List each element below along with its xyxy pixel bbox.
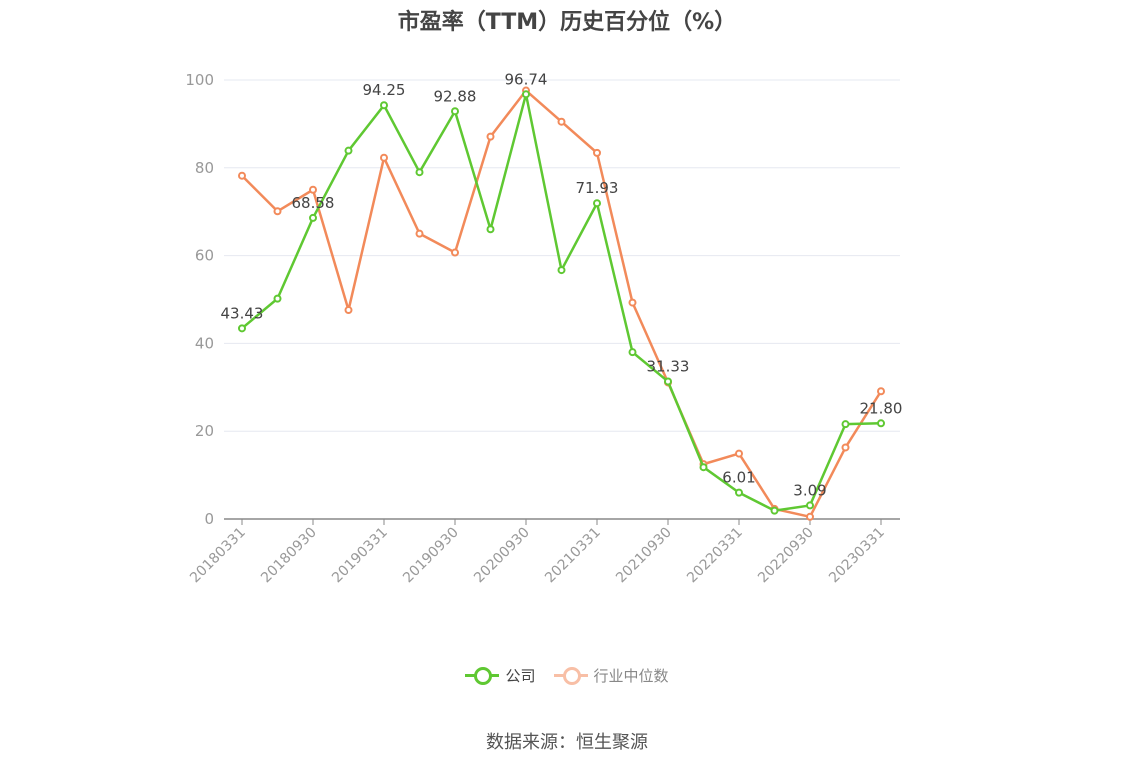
legend-industry-label: 行业中位数 <box>593 666 669 685</box>
data-labels: 43.43 68.58 94.25 92.88 96.74 71.93 31.33 6.01 3… <box>221 70 903 499</box>
grid-lines <box>224 79 900 432</box>
data-point-industry-median-20180930 <box>309 185 317 194</box>
data-point-company-20220630 <box>770 506 779 515</box>
source-note: 数据来源：恒生聚源 <box>486 732 648 753</box>
data-point-company-20210630 <box>628 348 637 357</box>
data-label-20220331: 6.01 <box>722 469 755 487</box>
data-point-company-20180331 <box>238 324 246 333</box>
data-point-industry-median-20210630 <box>628 298 637 307</box>
legend-item-company[interactable]: 公司 <box>465 664 536 686</box>
data-point-company-20200930 <box>522 90 530 99</box>
data-point-industry-median-20190331 <box>380 153 388 162</box>
y-axis-tick-labels: 0 20 40 60 80 100 <box>185 71 214 528</box>
legend-industry-marker-icon <box>553 664 588 686</box>
data-point-company-20190331 <box>380 101 388 110</box>
data-label-20210331: 71.93 <box>576 179 619 197</box>
data-point-company-20190630 <box>415 168 424 177</box>
y-tick-label-100: 100 <box>185 71 214 89</box>
data-point-industry-median-20201231 <box>557 117 566 126</box>
x-tick-label-20200930: 20200930 <box>471 525 533 587</box>
x-tick-label-20220930: 20220930 <box>755 525 817 587</box>
x-tick-label-20230331: 20230331 <box>826 525 888 587</box>
data-label-20220930: 3.09 <box>793 481 826 499</box>
series-line-company <box>241 93 882 512</box>
data-point-company-20181231 <box>344 146 353 155</box>
y-tick-label-60: 60 <box>195 247 214 265</box>
y-tick-label-20: 20 <box>195 422 214 440</box>
data-label-20190331: 94.25 <box>363 81 406 99</box>
x-tick-label-20180930: 20180930 <box>258 525 320 587</box>
y-tick-label-0: 0 <box>204 510 214 528</box>
data-point-company-20180930 <box>309 213 317 222</box>
legend-company-marker-icon <box>465 664 500 686</box>
data-point-company-20210331 <box>593 199 601 208</box>
data-point-company-20211231 <box>699 463 708 472</box>
data-point-industry-median-20180331 <box>238 171 246 180</box>
data-point-industry-median-20221231 <box>841 443 850 452</box>
data-point-industry-median-20220331 <box>735 449 743 458</box>
data-point-company-20220930 <box>806 501 814 510</box>
data-point-company-20180630 <box>273 294 282 303</box>
x-tick-label-20180331: 20180331 <box>187 525 249 587</box>
data-point-company-20221231 <box>841 420 850 429</box>
x-tick-label-20210331: 20210331 <box>542 525 604 587</box>
data-point-industry-median-20210331 <box>593 148 601 157</box>
legend: 公司 行业中位数 <box>0 664 1134 686</box>
data-label-20210930: 31.33 <box>647 357 690 375</box>
data-point-company-20210930 <box>664 377 672 386</box>
x-tick-label-20190930: 20190930 <box>400 525 462 587</box>
y-tick-label-40: 40 <box>195 334 214 352</box>
x-axis-tick-labels: 20180331 20180930 20190331 20190930 20200930… <box>187 525 888 587</box>
data-point-industry-median-20190630 <box>415 229 424 238</box>
data-point-industry-median-20190930 <box>451 248 459 257</box>
data-label-20200930: 96.74 <box>505 70 548 88</box>
data-point-company-20220331 <box>735 488 743 497</box>
data-point-industry-median-20230331 <box>877 387 885 396</box>
x-axis <box>224 518 900 525</box>
chart-title: 市盈率（TTM）历史百分位（%） <box>397 10 737 35</box>
data-point-company-20230331 <box>877 419 885 428</box>
data-label-20190930: 92.88 <box>434 87 477 105</box>
y-tick-label-80: 80 <box>195 159 214 177</box>
data-label-20180930: 68.58 <box>292 194 335 212</box>
x-tick-label-20190331: 20190331 <box>329 525 391 587</box>
x-tick-label-20220331: 20220331 <box>684 525 746 587</box>
data-point-industry-median-20180630 <box>273 207 282 216</box>
data-label-20180331: 43.43 <box>221 304 264 322</box>
data-point-industry-median-20220930 <box>806 512 814 521</box>
data-point-company-20191231 <box>486 225 495 234</box>
data-point-industry-median-20181231 <box>344 306 353 315</box>
legend-company-label: 公司 <box>505 666 536 685</box>
series-line-industry-median <box>241 89 883 519</box>
legend-item-industry-median[interactable]: 行业中位数 <box>553 664 669 686</box>
data-point-company-20201231 <box>557 266 566 275</box>
data-point-industry-median-20191231 <box>486 132 495 141</box>
data-point-company-20190930 <box>451 107 459 116</box>
series-lines <box>238 86 885 521</box>
data-label-20230331: 21.80 <box>860 399 903 417</box>
x-tick-label-20210930: 20210930 <box>613 525 675 587</box>
